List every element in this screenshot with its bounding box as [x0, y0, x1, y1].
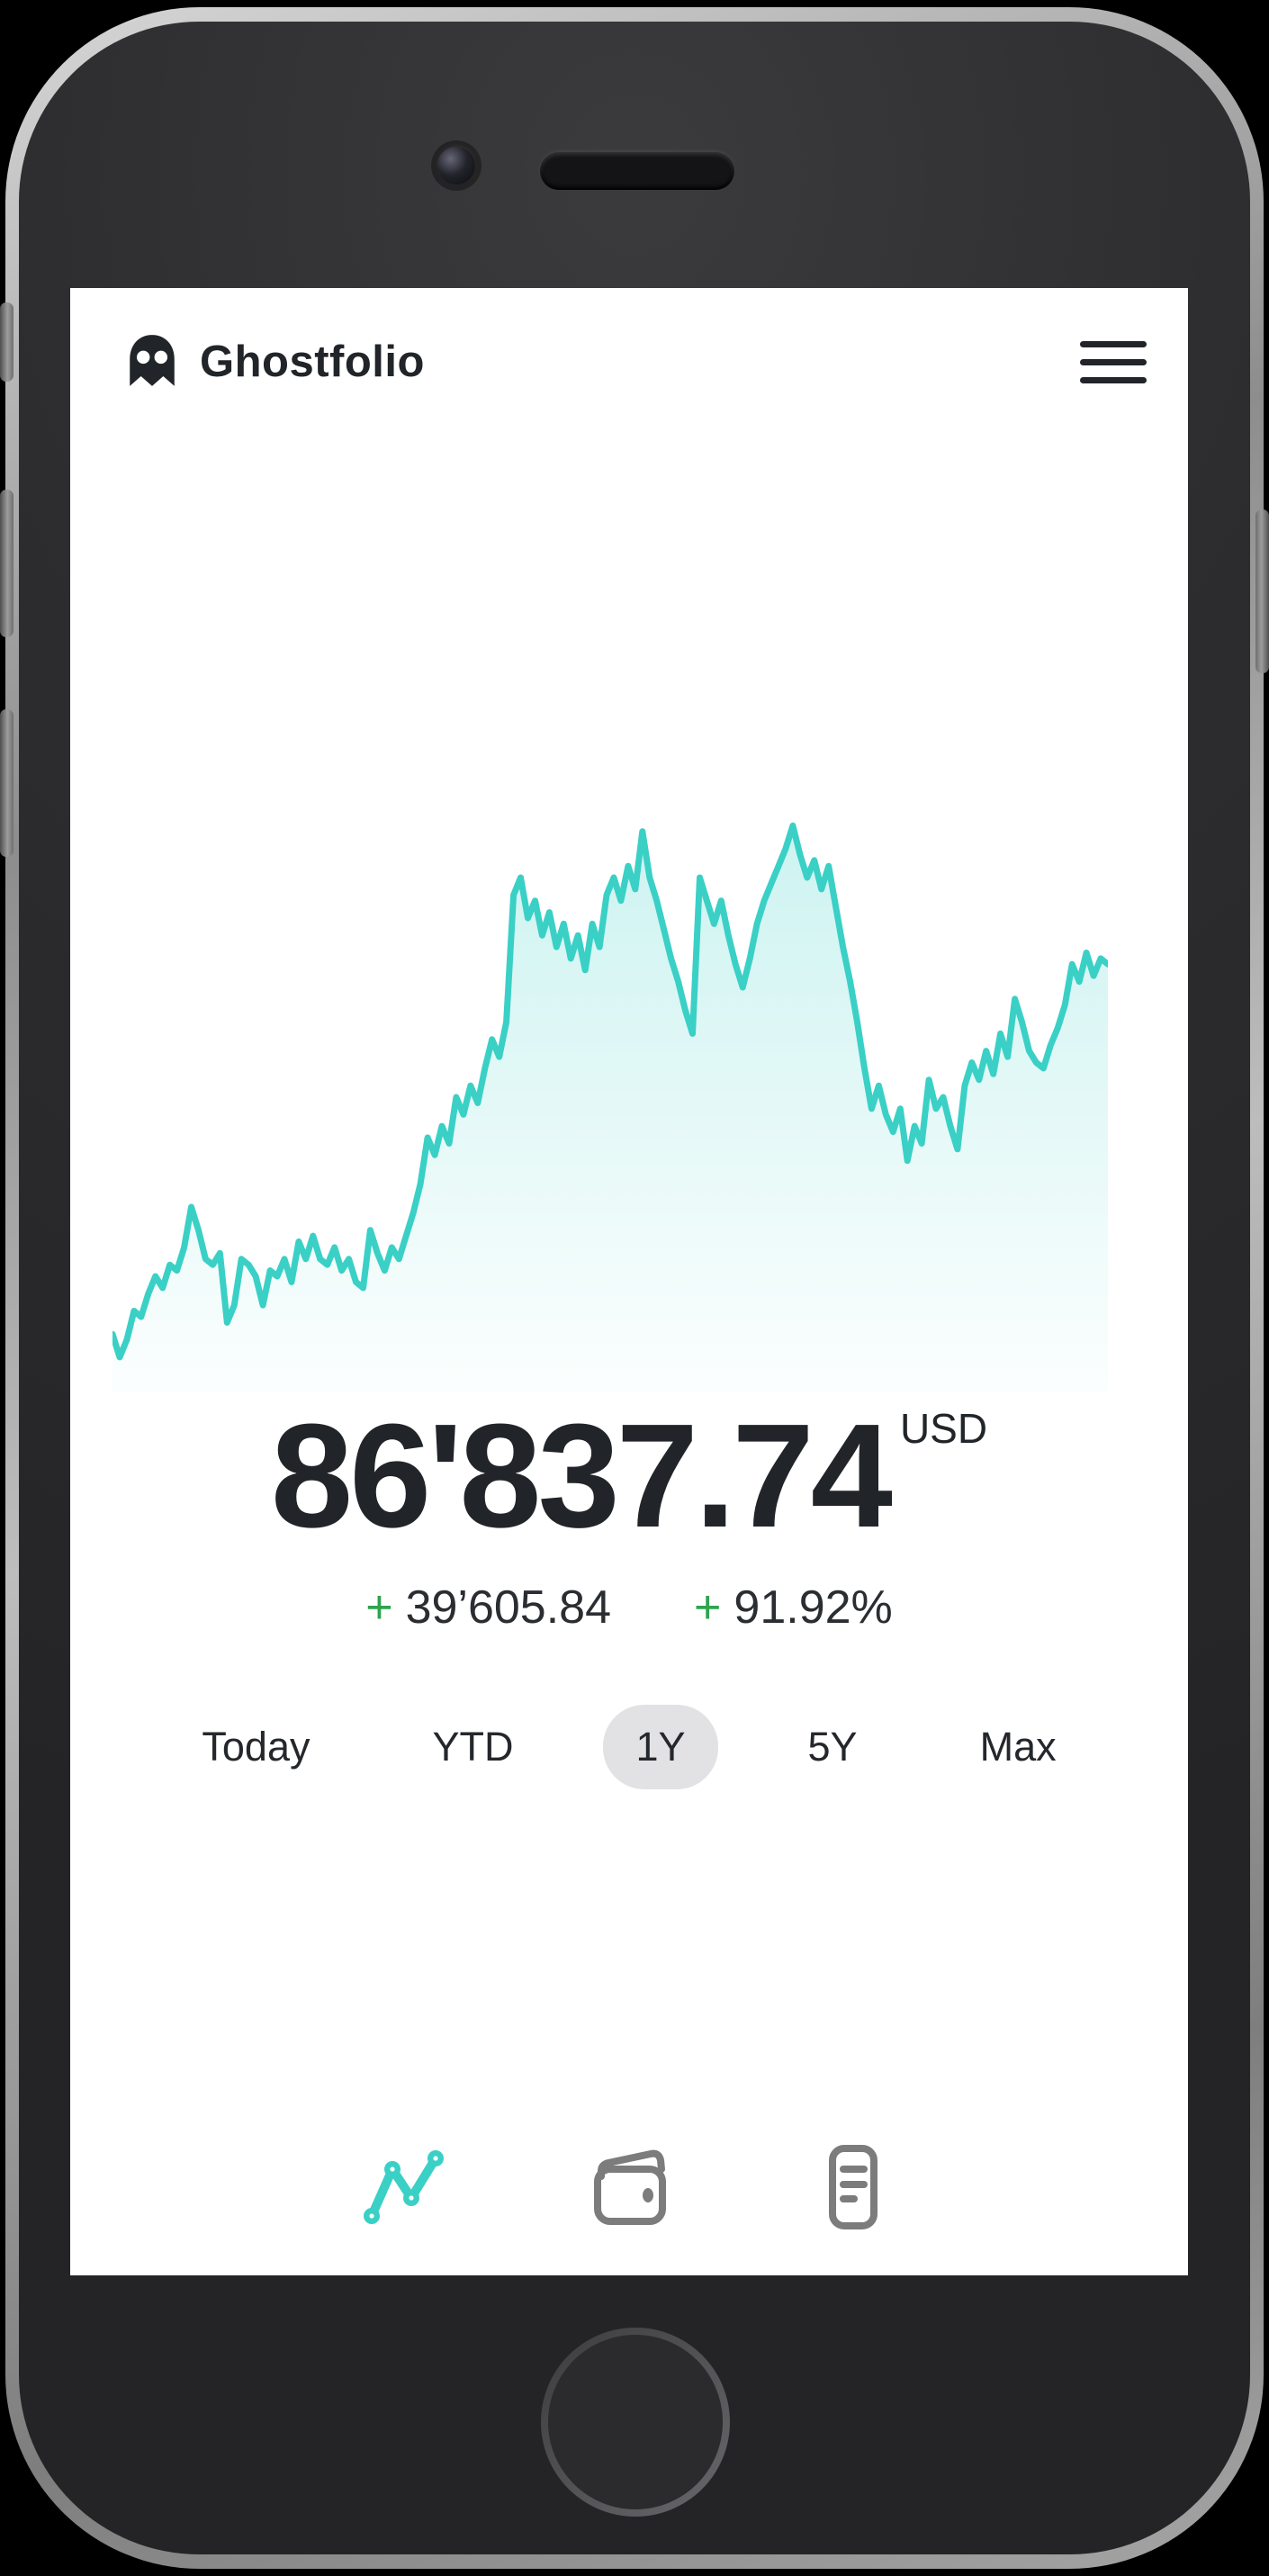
range-button-1y[interactable]: 1Y	[603, 1705, 718, 1789]
transactions-icon	[829, 2145, 878, 2229]
range-button-5y[interactable]: 5Y	[807, 1724, 858, 1770]
change-percent-value: 91.92%	[734, 1581, 893, 1634]
change-absolute-value: 39’605.84	[405, 1581, 612, 1634]
chart-line	[112, 822, 1108, 1361]
earpiece-speaker	[540, 152, 734, 190]
portfolio-value-row: 86'837.74 USD	[70, 1402, 1188, 1550]
line-chart-icon	[364, 2150, 444, 2224]
portfolio-total-value: 86'837.74	[270, 1393, 893, 1558]
range-button-today[interactable]: Today	[202, 1724, 310, 1770]
front-camera	[437, 147, 475, 185]
bottom-navigation	[70, 2144, 1188, 2230]
app-title: Ghostfolio	[200, 338, 425, 386]
date-range-selector: Today YTD 1Y 5Y Max	[70, 1705, 1188, 1789]
volume-down-button	[0, 709, 14, 857]
power-button	[1256, 509, 1269, 673]
change-percent: + 91.92%	[694, 1581, 893, 1635]
performance-chart[interactable]	[112, 806, 1108, 1392]
currency-label: USD	[899, 1405, 988, 1452]
app-screen: Ghostfolio 86'837.74 USD	[70, 288, 1188, 2275]
portfolio-change-row: + 39’605.84 + 91.92%	[70, 1581, 1188, 1635]
chart-area-fill	[112, 825, 1108, 1392]
plus-sign-icon: +	[365, 1581, 393, 1634]
app-header: Ghostfolio	[122, 326, 1147, 398]
volume-up-button	[0, 490, 14, 637]
plus-sign-icon: +	[694, 1581, 722, 1634]
nav-accounts-tab[interactable]	[586, 2144, 672, 2230]
mute-switch	[0, 302, 14, 382]
performance-chart-svg	[112, 822, 1108, 1392]
ghost-icon	[130, 335, 175, 386]
wallet-icon	[594, 2149, 666, 2225]
nav-transactions-tab[interactable]	[809, 2144, 896, 2230]
hamburger-menu-icon[interactable]	[1080, 336, 1147, 389]
change-absolute: + 39’605.84	[365, 1581, 611, 1635]
range-button-max[interactable]: Max	[979, 1724, 1057, 1770]
home-button	[541, 2328, 730, 2517]
range-button-ytd[interactable]: YTD	[432, 1724, 514, 1770]
nav-overview-tab[interactable]	[363, 2144, 449, 2230]
